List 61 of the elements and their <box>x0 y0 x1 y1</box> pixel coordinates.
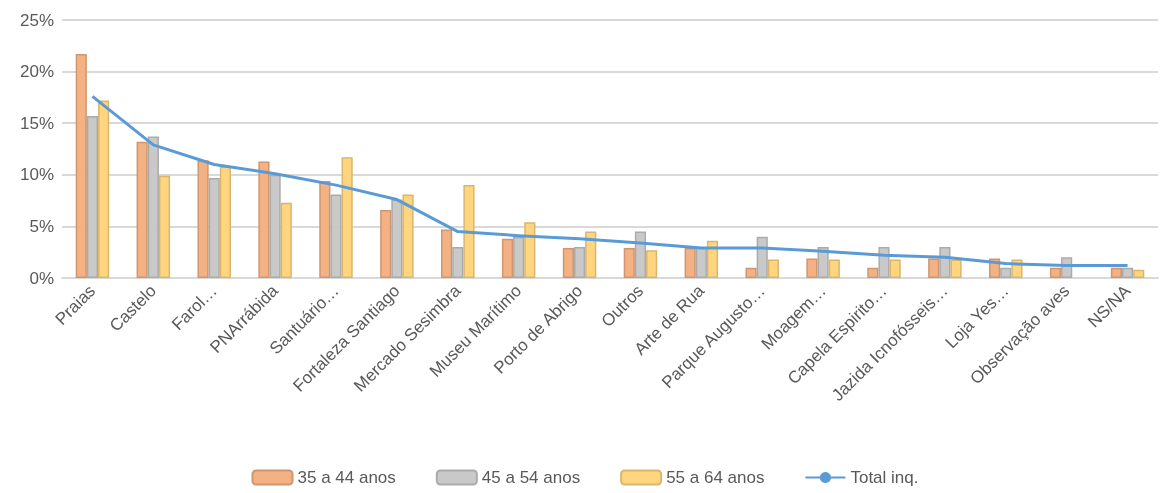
bar <box>1110 267 1122 278</box>
legend-label: 45 a 54 anos <box>481 468 581 487</box>
bar <box>828 259 840 278</box>
bar <box>806 258 818 278</box>
bar <box>745 267 757 278</box>
bar <box>706 240 719 278</box>
bar <box>391 199 403 278</box>
bar <box>197 160 209 278</box>
bar <box>524 222 536 278</box>
bar <box>86 115 99 278</box>
bar <box>634 231 647 278</box>
bar <box>158 175 171 278</box>
bar <box>867 267 879 278</box>
bar <box>136 141 148 278</box>
legend-label: 35 a 44 anos <box>297 468 396 487</box>
bar <box>889 259 901 278</box>
bar <box>452 247 464 278</box>
bar <box>75 54 87 278</box>
bar <box>280 202 292 278</box>
bar <box>208 177 220 278</box>
bar <box>756 236 768 278</box>
bar <box>1049 267 1062 278</box>
bar <box>767 259 779 278</box>
bar <box>463 185 475 278</box>
y-tick-label: 0% <box>29 268 54 288</box>
legend-label: Total inq. <box>850 468 919 487</box>
bar <box>98 100 110 278</box>
bar <box>817 247 829 278</box>
bar <box>1133 269 1145 278</box>
bar <box>623 248 635 278</box>
bar <box>441 229 453 278</box>
bar <box>402 194 414 278</box>
bar <box>330 194 342 278</box>
bar <box>341 157 353 278</box>
bar <box>928 258 940 278</box>
bar <box>950 259 962 278</box>
bar <box>269 174 281 278</box>
y-tick-label: 25% <box>19 10 54 30</box>
bar <box>684 248 696 278</box>
bar <box>219 166 231 278</box>
y-tick-label: 5% <box>29 216 54 236</box>
bar <box>1121 267 1134 278</box>
bar <box>147 136 159 278</box>
y-tick-label: 20% <box>19 62 54 82</box>
y-tick-label: 15% <box>19 113 54 133</box>
y-tick-label: 10% <box>19 165 54 185</box>
bar <box>939 247 951 278</box>
line-series <box>90 94 1130 268</box>
bar <box>380 209 392 278</box>
bar <box>646 250 658 278</box>
bar <box>878 247 890 278</box>
bar <box>573 247 586 278</box>
bar <box>562 248 574 278</box>
bar <box>258 161 270 278</box>
bar <box>1000 267 1012 278</box>
bar <box>585 231 597 278</box>
bar <box>501 238 514 278</box>
bar <box>695 247 707 278</box>
legend-label: 55 a 64 anos <box>666 468 765 487</box>
bar <box>513 236 525 278</box>
bar <box>319 180 331 278</box>
